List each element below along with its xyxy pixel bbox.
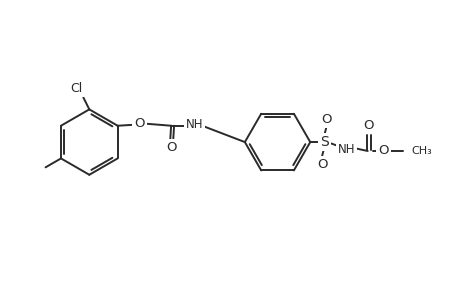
Text: O: O (316, 158, 327, 171)
Text: O: O (320, 113, 330, 126)
Text: O: O (134, 117, 145, 130)
Text: NH: NH (186, 118, 203, 131)
Text: O: O (377, 145, 388, 158)
Text: O: O (166, 141, 176, 154)
Text: NH: NH (337, 142, 355, 155)
Text: S: S (319, 135, 328, 149)
Text: Cl: Cl (70, 82, 82, 95)
Text: O: O (363, 119, 373, 132)
Text: CH₃: CH₃ (410, 146, 431, 156)
